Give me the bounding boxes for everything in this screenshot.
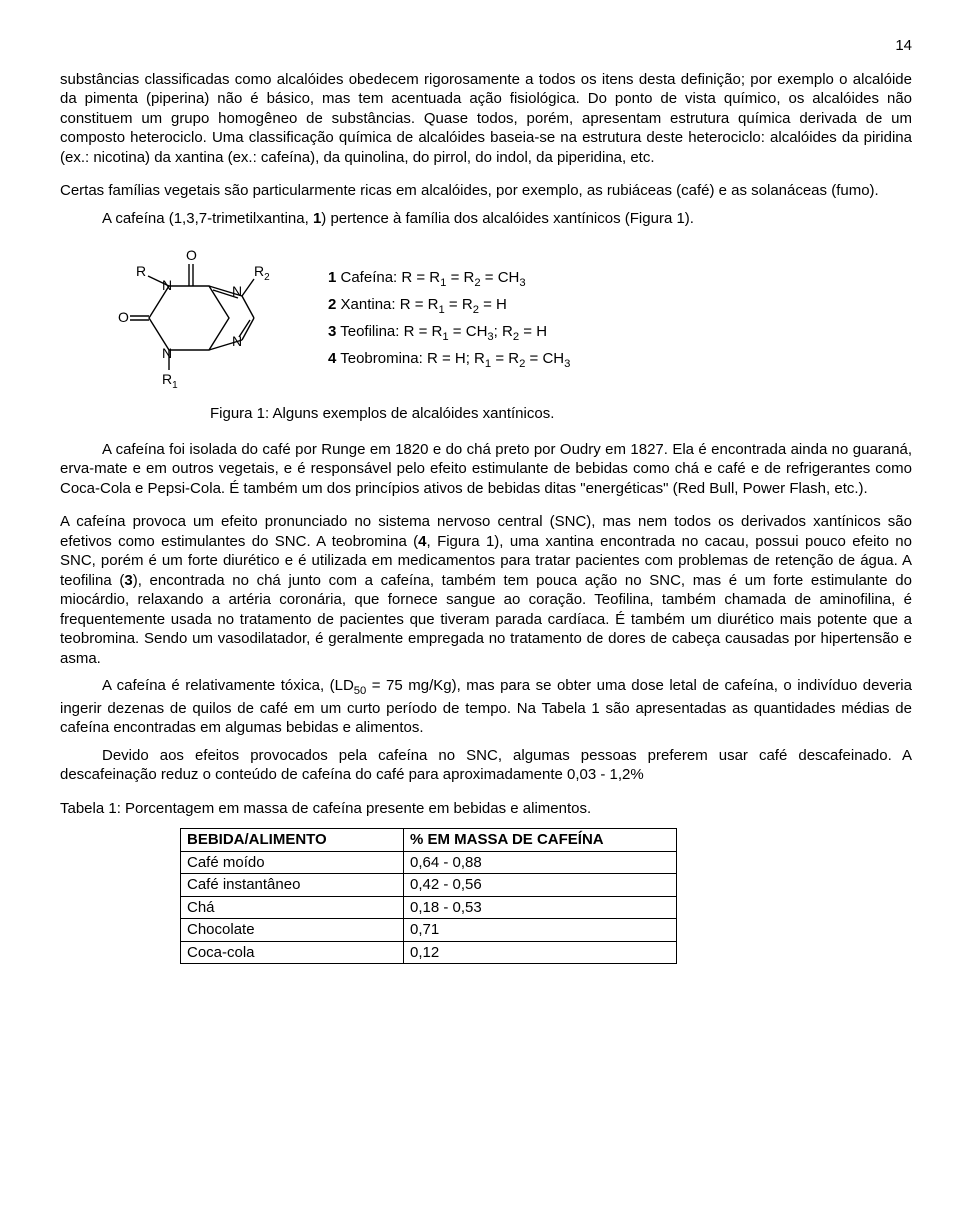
legend-text: = R [446,269,474,286]
paragraph-5-text: A cafeína provoca um efeito pronunciado … [60,513,912,667]
paragraph-3: A cafeína (1,3,7-trimetilxantina, 1) per… [60,209,912,229]
table-row: Chá0,18 - 0,53 [181,896,677,919]
label-N2: N [162,345,172,361]
legend-text: = R [445,296,473,313]
legend-text: Xantina: R = R [336,296,438,313]
legend-row-2: 2 Xantina: R = R1 = R2 = H [328,294,570,319]
legend-row-1: 1 Cafeína: R = R1 = R2 = CH3 [328,267,570,292]
paragraph-4: A cafeína foi isolada do café por Runge … [60,440,912,499]
table-row: Café moído0,64 - 0,88 [181,851,677,874]
label-R1: R1 [162,371,178,391]
page-number: 14 [60,36,912,56]
table-cell: 0,64 - 0,88 [404,851,677,874]
caffeine-table: BEBIDA/ALIMENTO % EM MASSA DE CAFEÍNA Ca… [180,828,677,964]
label-R: R [136,263,146,279]
label-N3: N [232,283,242,299]
table-header-row: BEBIDA/ALIMENTO % EM MASSA DE CAFEÍNA [181,829,677,852]
legend-sub: 3 [519,277,525,289]
legend-text: = CH [449,323,488,340]
table-cell: 0,12 [404,941,677,964]
table-cell: 0,42 - 0,56 [404,874,677,897]
legend-text: = H [479,296,507,313]
table-cell: Café moído [181,851,404,874]
table-cell: Café instantâneo [181,874,404,897]
legend-row-3: 3 Teofilina: R = R1 = CH3; R2 = H [328,321,570,346]
figure-1: O O N N N N R R1 R2 1 Cafeína: R = R1 = … [114,246,912,396]
table-header-1: BEBIDA/ALIMENTO [181,829,404,852]
table-row: Coca-cola0,12 [181,941,677,964]
legend-text: Teobromina: R = H; R [336,350,485,367]
paragraph-3-text: A cafeína (1,3,7-trimetilxantina, 1) per… [102,210,694,227]
table-cell: Chocolate [181,919,404,942]
table-header-2: % EM MASSA DE CAFEÍNA [404,829,677,852]
legend-row-4: 4 Teobromina: R = H; R1 = R2 = CH3 [328,348,570,373]
label-N4: N [232,333,242,349]
legend-text: = CH [481,269,520,286]
table-row: Café instantâneo0,42 - 0,56 [181,874,677,897]
legend-sub: 3 [564,358,570,370]
paragraph-1: substâncias classificadas como alcalóide… [60,70,912,168]
legend-text: = H [519,323,547,340]
label-O-left: O [118,309,129,325]
paragraph-6: A cafeína é relativamente tóxica, (LD50 … [60,676,912,738]
figure-caption: Figura 1: Alguns exemplos de alcalóides … [210,404,912,424]
paragraph-6a: A cafeína é relativamente tóxica, (LD [102,677,354,694]
xanthine-structure-svg: O O N N N N R R1 R2 [114,246,294,396]
paragraph-7: Devido aos efeitos provocados pela cafeí… [60,746,912,785]
table-row: Chocolate0,71 [181,919,677,942]
table-cell: Chá [181,896,404,919]
table-cell: 0,71 [404,919,677,942]
legend-text: ; R [494,323,513,340]
legend-text: Cafeína: R = R [336,269,440,286]
label-R2: R2 [254,263,270,283]
legend-text: Teofilina: R = R [336,323,442,340]
label-O-top: O [186,247,197,263]
paragraph-5: A cafeína provoca um efeito pronunciado … [60,512,912,668]
paragraph-2: Certas famílias vegetais são particularm… [60,181,912,201]
table-caption: Tabela 1: Porcentagem em massa de cafeín… [60,799,912,819]
label-N1: N [162,277,172,293]
legend-text: = R [491,350,519,367]
table-cell: Coca-cola [181,941,404,964]
figure-legend: 1 Cafeína: R = R1 = R2 = CH3 2 Xantina: … [328,267,570,375]
table-cell: 0,18 - 0,53 [404,896,677,919]
legend-text: = CH [525,350,564,367]
paragraph-6-sub: 50 [354,685,367,697]
